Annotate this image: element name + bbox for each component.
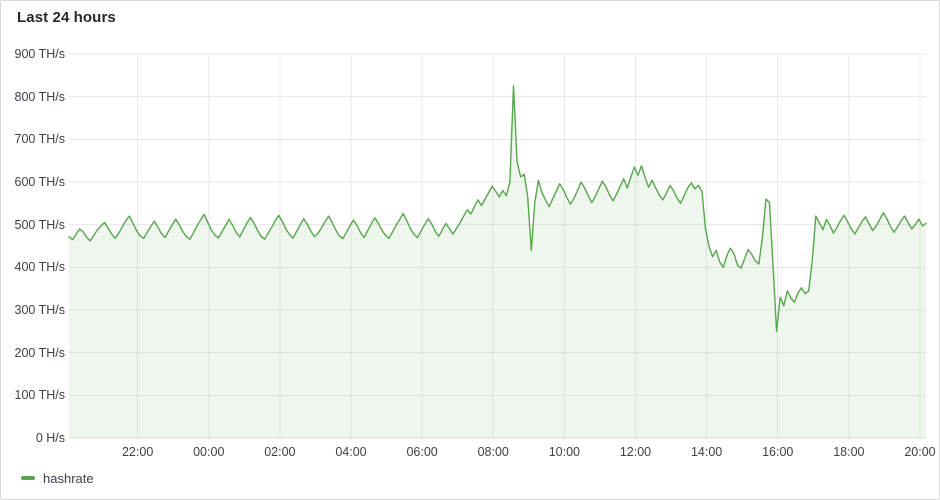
legend-item-hashrate[interactable]: hashrate	[21, 469, 94, 487]
x-axis-tick-label: 02:00	[264, 445, 296, 459]
y-axis-tick-label: 300 TH/s	[14, 303, 66, 317]
y-axis-tick-label: 200 TH/s	[14, 345, 66, 360]
x-axis-tick-label: 00:00	[193, 445, 225, 459]
legend-series-dash-icon	[21, 476, 35, 480]
x-axis-tick-label: 12:00	[619, 445, 652, 459]
x-axis-tick-label: 06:00	[406, 445, 438, 459]
series-fill-hashrate	[69, 86, 926, 438]
x-axis-tick-label: 08:00	[477, 445, 509, 459]
x-axis-tick-label: 20:00	[904, 445, 936, 459]
legend-label: hashrate	[43, 470, 94, 486]
panel-title[interactable]: Last 24 hours	[17, 9, 116, 26]
y-axis-tick-label: 0 H/s	[35, 431, 65, 445]
series-line-hashrate	[68, 85, 927, 332]
x-axis-tick-label: 16:00	[762, 445, 794, 459]
y-axis-tick-label: 600 TH/s	[14, 175, 66, 189]
x-axis-tick-label: 10:00	[548, 445, 580, 459]
x-axis-tick-label: 22:00	[121, 445, 154, 459]
x-axis-tick-label: 14:00	[690, 445, 723, 459]
x-axis-tick-label: 18:00	[833, 445, 865, 459]
grid	[69, 53, 926, 439]
y-axis-tick-label: 100 TH/s	[14, 388, 66, 403]
x-axis-tick-label: 04:00	[335, 445, 367, 459]
y-axis-tick-label: 800 TH/s	[14, 89, 66, 104]
y-axis-tick-label: 500 TH/s	[14, 217, 66, 232]
y-axis-tick-label: 700 TH/s	[14, 132, 66, 147]
y-axis-tick-label: 400 TH/s	[14, 260, 66, 275]
y-axis-tick-label: 900 TH/s	[14, 47, 66, 61]
